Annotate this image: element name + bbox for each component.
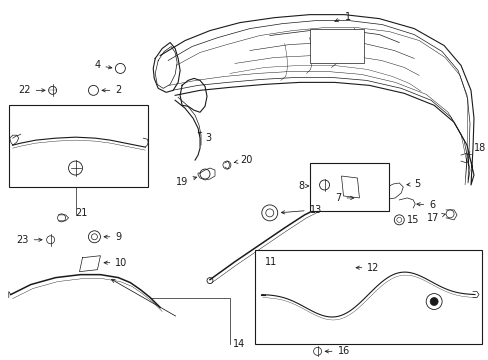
Bar bbox=[309, 28, 364, 63]
Bar bbox=[254, 250, 481, 345]
Text: 2: 2 bbox=[102, 85, 122, 95]
Text: 8: 8 bbox=[298, 181, 308, 191]
Text: 1: 1 bbox=[334, 12, 350, 22]
Bar bbox=[9, 105, 148, 187]
Text: 10: 10 bbox=[104, 258, 127, 268]
Text: 17: 17 bbox=[426, 213, 445, 223]
Text: 21: 21 bbox=[75, 208, 88, 218]
Text: 7: 7 bbox=[335, 193, 353, 203]
Text: 16: 16 bbox=[325, 346, 349, 356]
Text: 4: 4 bbox=[94, 60, 112, 71]
Text: 15: 15 bbox=[407, 215, 419, 225]
Polygon shape bbox=[80, 256, 100, 272]
Circle shape bbox=[429, 298, 437, 306]
Text: 14: 14 bbox=[232, 339, 244, 349]
Text: 18: 18 bbox=[467, 143, 485, 155]
Text: 23: 23 bbox=[16, 235, 42, 245]
Text: 9: 9 bbox=[104, 232, 121, 242]
Text: 6: 6 bbox=[416, 200, 434, 210]
Text: 22: 22 bbox=[18, 85, 45, 95]
Text: 13: 13 bbox=[281, 205, 321, 215]
Bar bbox=[309, 163, 388, 211]
Text: 3: 3 bbox=[198, 132, 211, 143]
Text: 11: 11 bbox=[264, 257, 277, 267]
Text: 20: 20 bbox=[234, 155, 252, 165]
Text: 5: 5 bbox=[406, 179, 420, 189]
Text: 12: 12 bbox=[355, 263, 379, 273]
Text: 19: 19 bbox=[176, 177, 196, 187]
Polygon shape bbox=[341, 176, 359, 198]
